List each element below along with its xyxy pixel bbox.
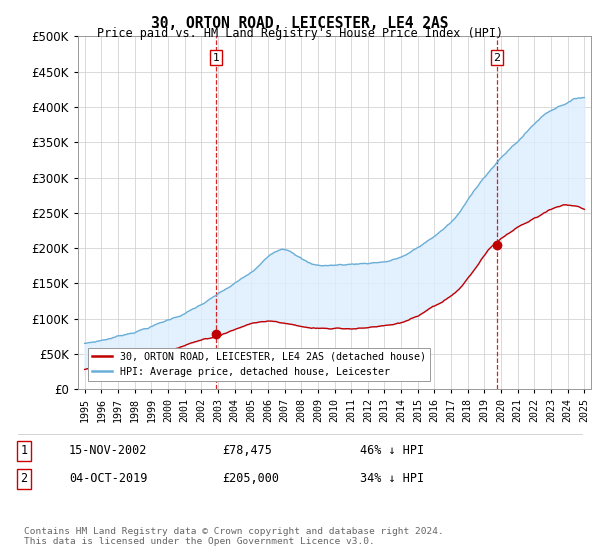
Text: Contains HM Land Registry data © Crown copyright and database right 2024.
This d: Contains HM Land Registry data © Crown c… — [24, 526, 444, 546]
Text: £78,475: £78,475 — [222, 444, 272, 458]
Text: 04-OCT-2019: 04-OCT-2019 — [69, 472, 148, 486]
Text: 1: 1 — [212, 53, 220, 63]
Text: 1: 1 — [20, 444, 28, 458]
Text: 2: 2 — [493, 53, 500, 63]
Text: 15-NOV-2002: 15-NOV-2002 — [69, 444, 148, 458]
Text: 34% ↓ HPI: 34% ↓ HPI — [360, 472, 424, 486]
Legend: 30, ORTON ROAD, LEICESTER, LE4 2AS (detached house), HPI: Average price, detache: 30, ORTON ROAD, LEICESTER, LE4 2AS (deta… — [88, 348, 430, 381]
Text: 46% ↓ HPI: 46% ↓ HPI — [360, 444, 424, 458]
Text: 2: 2 — [20, 472, 28, 486]
Text: £205,000: £205,000 — [222, 472, 279, 486]
Text: 30, ORTON ROAD, LEICESTER, LE4 2AS: 30, ORTON ROAD, LEICESTER, LE4 2AS — [151, 16, 449, 31]
Text: Price paid vs. HM Land Registry's House Price Index (HPI): Price paid vs. HM Land Registry's House … — [97, 27, 503, 40]
